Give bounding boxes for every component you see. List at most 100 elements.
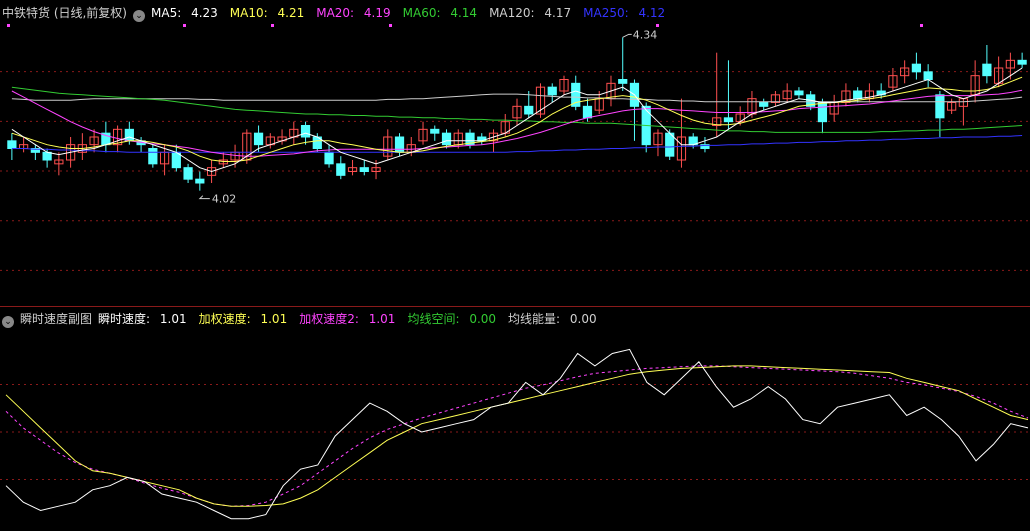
candle-up — [535, 86, 546, 115]
ma20-label: MA20: — [316, 6, 355, 20]
low-marker-label: 4.02 — [212, 193, 237, 206]
candle-down — [618, 79, 628, 84]
weighted2-legend: 加权速度2: 1.01 — [299, 312, 401, 326]
fast-value: 1.01 — [159, 312, 187, 326]
candle-up — [676, 136, 687, 161]
energy-value: 0.00 — [569, 312, 597, 326]
candle-down — [195, 178, 205, 184]
low-marker-arrow — [198, 195, 210, 200]
candle-down — [582, 105, 593, 119]
ma5-value: 4.23 — [191, 6, 218, 20]
candle-up — [770, 94, 781, 104]
candle-down — [183, 167, 193, 180]
candle-up — [512, 105, 522, 119]
candle-up — [888, 75, 898, 88]
sub-legend: ⌄ 瞬时速度副图 瞬时速度: 1.01 加权速度: 1.01 加权速度2: 1.01 均线… — [2, 310, 609, 328]
candle-up — [418, 128, 428, 142]
ma120-label: MA120: — [489, 6, 535, 20]
candle-down — [982, 63, 992, 77]
candle-up — [782, 90, 792, 100]
candle-up — [206, 167, 217, 176]
ma250-line — [11, 135, 1023, 153]
candle-down — [148, 148, 158, 165]
candle-down — [30, 148, 40, 153]
speed-chart[interactable] — [0, 307, 1030, 531]
candle-up — [383, 136, 393, 157]
energy-label: 均线能量: — [508, 312, 561, 326]
signal-dot — [656, 24, 659, 27]
candle-down — [759, 102, 769, 107]
ma5-line — [11, 67, 1023, 173]
chevron-down-icon[interactable]: ⌄ — [133, 10, 145, 22]
space-value: 0.00 — [469, 312, 497, 326]
ma60-line — [11, 86, 1023, 133]
space-label: 均线空间: — [407, 312, 460, 326]
candle-up — [712, 117, 722, 127]
candle-up — [653, 132, 663, 146]
candle-down — [923, 71, 933, 81]
candle-up — [841, 90, 851, 103]
ma250-legend: MA250: 4.12 — [583, 6, 671, 20]
high-marker-label: 4.34 — [633, 28, 658, 41]
ma60-value: 4.14 — [450, 6, 478, 20]
candle-down — [7, 140, 17, 149]
candle-up — [488, 132, 499, 142]
stock-title: 中铁特货 (日线,前复权) — [2, 6, 127, 20]
candle-up — [559, 79, 569, 92]
energy-legend: 均线能量: 0.00 — [508, 312, 603, 326]
candle-down — [547, 86, 557, 96]
weighted2-label: 加权速度2: — [299, 312, 359, 326]
candle-down — [324, 151, 334, 165]
ma120-value: 4.17 — [544, 6, 572, 20]
candle-down — [1017, 59, 1027, 65]
space-legend: 均线空间: 0.00 — [407, 312, 502, 326]
candle-down — [359, 167, 369, 173]
candle-up — [900, 67, 910, 77]
weighted-value: 1.01 — [260, 312, 288, 326]
candle-down — [723, 117, 734, 123]
signal-dot — [183, 24, 186, 27]
candle-down — [441, 132, 452, 146]
signal-dot — [7, 24, 10, 27]
weighted-label: 加权速度: — [198, 312, 251, 326]
signal-dot — [271, 24, 274, 27]
high-marker-arrow — [622, 33, 632, 38]
ma120-line — [11, 93, 1023, 103]
weighted2-value: 1.01 — [368, 312, 396, 326]
candle-down — [935, 94, 945, 119]
fast-legend: 瞬时速度: 1.01 — [98, 312, 193, 326]
ma60-label: MA60: — [402, 6, 441, 20]
candle-down — [911, 63, 922, 73]
candle-up — [347, 167, 358, 173]
ma5-label: MA5: — [151, 6, 182, 20]
ma60-legend: MA60: 4.14 — [403, 6, 483, 20]
candle-up — [54, 159, 64, 165]
candle-down — [794, 90, 804, 96]
ma250-label: MA250: — [583, 6, 629, 20]
candle-down — [430, 128, 440, 134]
candle-up — [89, 136, 99, 146]
candle-up — [65, 144, 76, 161]
candle-down — [253, 132, 264, 146]
candle-down — [394, 136, 405, 153]
signal-dot — [920, 24, 923, 27]
speed-panel[interactable]: ⌄ 瞬时速度副图 瞬时速度: 1.01 加权速度: 1.01 加权速度2: 1.01 均线… — [0, 306, 1030, 531]
ma10-legend: MA10: 4.21 — [230, 6, 310, 20]
price-panel[interactable]: 中铁特货 (日线,前复权) ⌄ MA5: 4.23 MA10: 4.21 MA20: 4… — [0, 0, 1030, 306]
ma20-value: 4.19 — [363, 6, 391, 20]
ma10-line — [11, 76, 1023, 162]
main-legend: 中铁特货 (日线,前复权) ⌄ MA5: 4.23 MA10: 4.21 MA20: 4… — [2, 4, 677, 22]
chevron-down-icon[interactable]: ⌄ — [2, 316, 14, 328]
candlestick-chart[interactable]: 4.34 4.02 — [0, 0, 1030, 306]
candle-up — [947, 102, 957, 111]
sub-title: 瞬时速度副图 — [20, 312, 93, 326]
candle-down — [124, 128, 134, 142]
fast-label: 瞬时速度: — [98, 312, 151, 326]
candle-up — [1005, 59, 1015, 69]
signal-dot — [389, 24, 392, 27]
candle-down — [300, 125, 311, 138]
candle-down — [700, 144, 710, 150]
candle-down — [336, 163, 346, 176]
ma250-value: 4.12 — [638, 6, 666, 20]
weighted-legend: 加权速度: 1.01 — [199, 312, 294, 326]
